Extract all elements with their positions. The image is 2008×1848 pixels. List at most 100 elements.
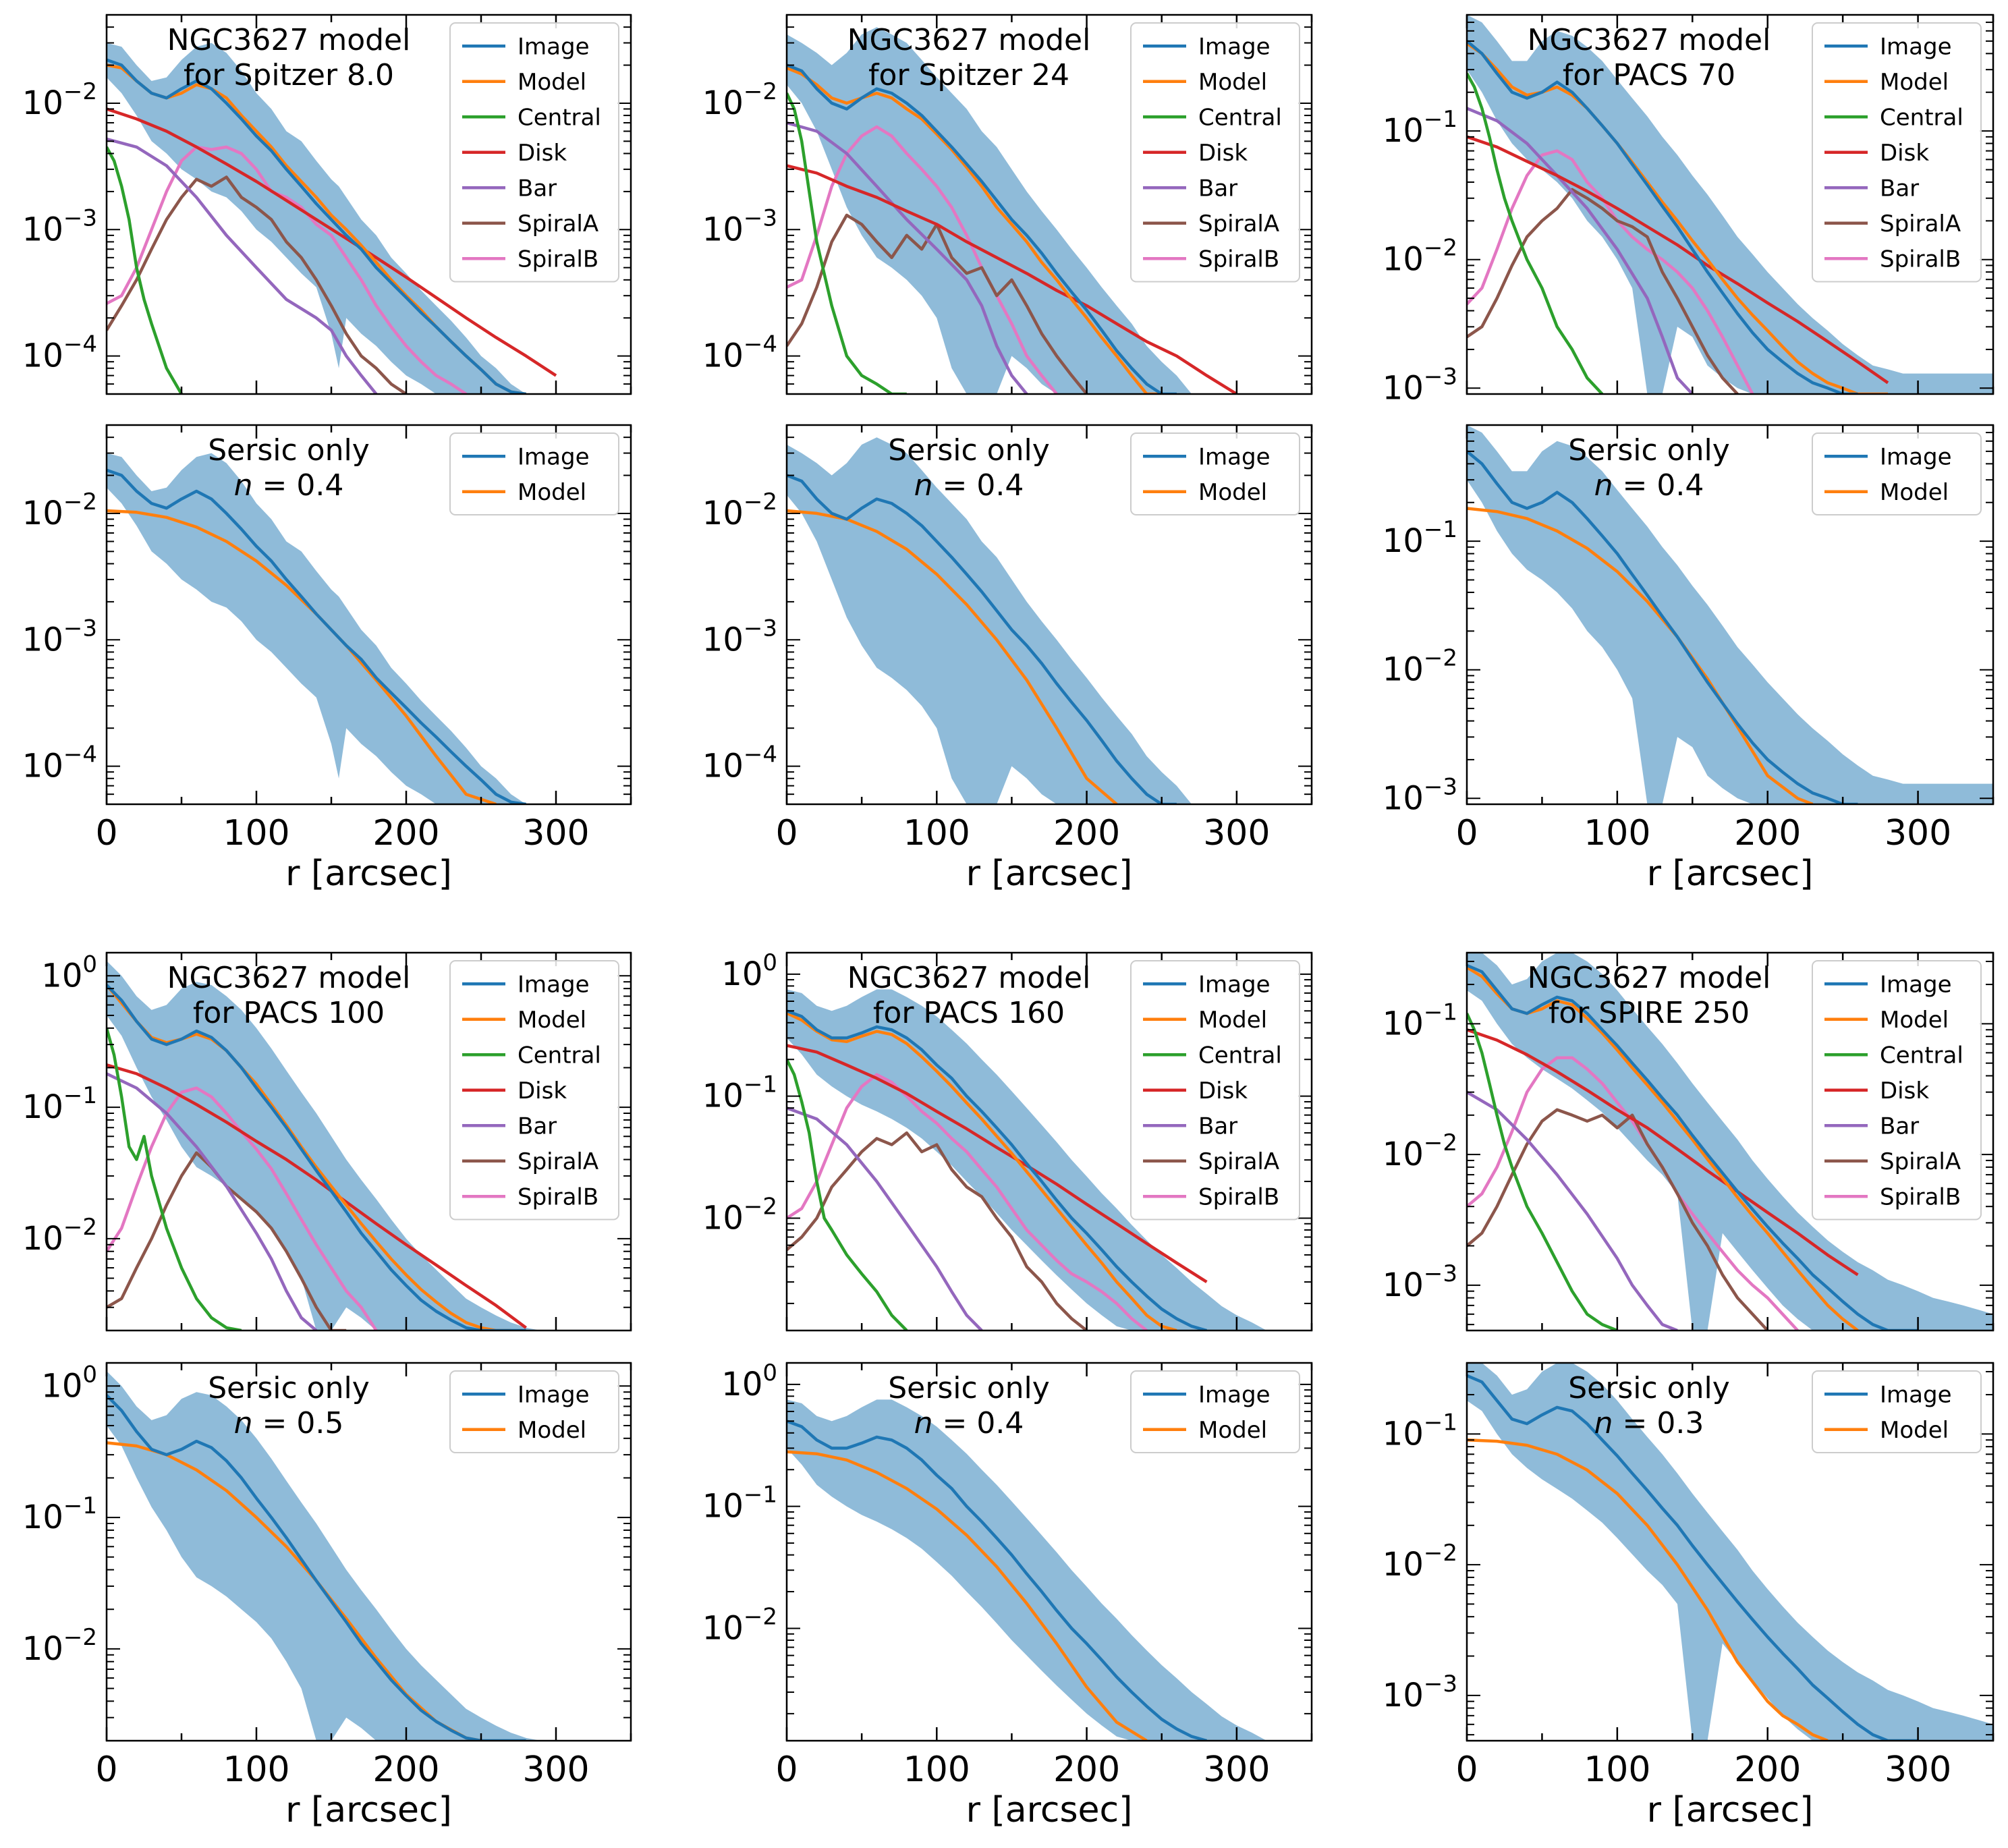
x-tick-label: 300 (522, 813, 589, 853)
legend-label-bar: Bar (1880, 175, 1919, 202)
panel-title: for SPIRE 250 (1549, 996, 1750, 1030)
legend-label-image: Image (1880, 443, 1951, 470)
series-line-bar (107, 137, 378, 394)
legend-label-spirala: SpiralA (1880, 1148, 1961, 1175)
uncertainty-band (787, 989, 1282, 1331)
legend-label-model: Model (1880, 1417, 1949, 1444)
series-line-model (787, 66, 1162, 394)
series-line-model (787, 1450, 1148, 1741)
legend-label-spirala: SpiralA (1880, 211, 1961, 237)
x-tick-label: 100 (1584, 1749, 1650, 1790)
series-line-central (107, 1028, 242, 1331)
series-line-spirala (787, 1131, 1088, 1331)
legend-label-spiralb: SpiralB (1198, 246, 1279, 273)
panel-pacs160-sersic: 100 10−1 10−2 0 100 200 300 r [arcsec] Sersic on… (702, 1360, 1313, 1830)
legend-label-central: Central (1198, 1042, 1282, 1069)
axes-frame (785, 1362, 1313, 1742)
series-line-image (1467, 40, 1858, 394)
y-tick-label: 10−1 (1383, 999, 1457, 1042)
series-line-central (1467, 72, 1604, 394)
uncertainty-band (107, 961, 586, 1331)
y-tick-label: 10−2 (702, 488, 777, 532)
legend-box (1812, 960, 1982, 1221)
legend-label-bar: Bar (518, 175, 557, 202)
y-tick-label: 10−2 (1383, 235, 1457, 279)
panel-title: n = 0.3 (1594, 1406, 1704, 1440)
panel-title: Sersic only (888, 1371, 1050, 1405)
legend-label-model: Model (1198, 1007, 1267, 1034)
series-line-model (1467, 507, 1814, 804)
series-line-central (787, 1059, 908, 1331)
legend-label-model: Model (518, 69, 586, 96)
y-tick-label: 10−2 (702, 78, 777, 122)
legend-label-spiralb: SpiralB (518, 246, 598, 273)
legend-label-image: Image (1880, 971, 1951, 998)
y-tick-label: 100 (721, 1360, 777, 1403)
series-line-image (787, 1420, 1208, 1741)
y-tick-label: 100 (41, 951, 97, 995)
series-line-spiralb (107, 145, 468, 394)
legend-label-bar: Bar (1198, 175, 1237, 202)
y-tick-label: 10−1 (22, 1082, 97, 1126)
legend-label-spiralb: SpiralB (518, 1183, 598, 1210)
axes-frame (785, 951, 1313, 1332)
legend-label-spiralb: SpiralB (1198, 1183, 1279, 1210)
legend-box (1130, 22, 1300, 283)
series-line-central (107, 146, 183, 394)
series-line-bar (1467, 107, 1694, 394)
x-tick-label: 0 (95, 813, 117, 853)
series-line-model (107, 509, 497, 804)
series-line-image (787, 474, 1177, 804)
x-tick-label: 200 (372, 813, 439, 853)
series-line-image (1467, 963, 1918, 1331)
y-tick-label: 10−2 (22, 1214, 97, 1258)
y-tick-label: 10−2 (1383, 645, 1457, 689)
panel-sp8-sersic: 10−2 10−3 10−4 0 100 200 300 r [arcsec] Sersic o… (22, 424, 632, 894)
panel-spire250-sersic: 10−1 10−2 10−3 0 100 200 300 r [arcsec] Sersic o… (1383, 1362, 1995, 1830)
series-line-disk (787, 1044, 1208, 1283)
panel-sp24-sersic: 10−2 10−3 10−4 0 100 200 300 r [arcsec] Sersic o… (702, 424, 1313, 894)
series-line-image (107, 58, 526, 394)
x-tick-label: 0 (95, 1749, 117, 1790)
series-line-central (1467, 1013, 1618, 1331)
legend-label-spirala: SpiralA (518, 1148, 598, 1175)
legend-label-spirala: SpiralA (1198, 1148, 1279, 1175)
series-line-image (787, 1009, 1208, 1331)
y-tick-label: 10−1 (1383, 106, 1457, 150)
legend-label-model: Model (518, 479, 586, 506)
x-axis-label: r [arcsec] (1647, 853, 1814, 894)
series-line-disk (1467, 135, 1889, 385)
y-tick-label: 10−1 (1383, 516, 1457, 560)
legend-label-disk: Disk (1880, 1077, 1929, 1104)
y-tick-label: 10−2 (702, 1193, 777, 1237)
legend-label-model: Model (518, 1007, 586, 1034)
axes-frame (785, 424, 1313, 806)
panel-title: Sersic only (1568, 433, 1730, 468)
x-tick-label: 100 (1584, 813, 1650, 853)
uncertainty-band (1467, 1363, 1993, 1741)
x-tick-label: 200 (1734, 813, 1801, 853)
legend-box (449, 1370, 619, 1453)
panel-title: NGC3627 model (847, 961, 1091, 995)
x-tick-label: 0 (775, 1749, 798, 1790)
x-axis-label: r [arcsec] (966, 853, 1133, 894)
legend-label-image: Image (1198, 1381, 1270, 1408)
legend-label-model: Model (1198, 479, 1267, 506)
y-tick-label: 10−1 (22, 1492, 97, 1536)
uncertainty-band (787, 1399, 1282, 1741)
legend-label-central: Central (518, 104, 601, 131)
series-line-model (1467, 1438, 1829, 1741)
y-tick-label: 10−3 (1383, 773, 1457, 817)
y-tick-label: 10−4 (702, 331, 777, 375)
legend-label-disk: Disk (1198, 140, 1248, 167)
y-tick-label: 100 (721, 949, 777, 993)
y-tick-label: 10−4 (22, 331, 97, 375)
legend-label-bar: Bar (1198, 1113, 1237, 1140)
legend-box (449, 22, 619, 283)
uncertainty-band (787, 437, 1207, 804)
y-tick-label: 10−4 (22, 741, 97, 785)
series-line-spirala (1467, 1108, 1769, 1331)
